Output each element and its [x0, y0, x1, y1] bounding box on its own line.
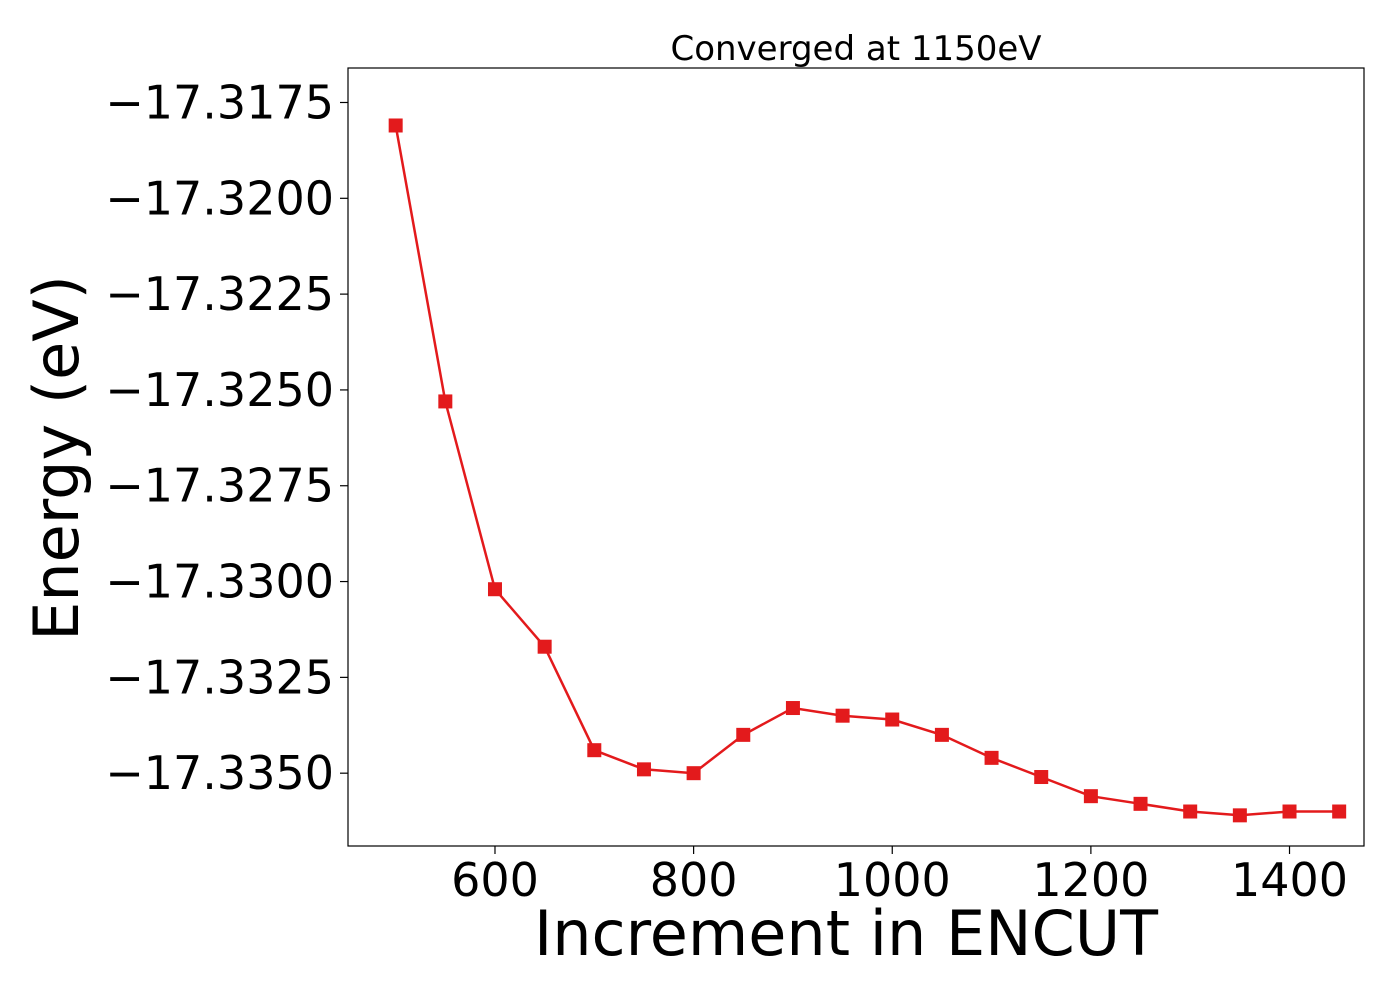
data-point [1232, 808, 1247, 823]
x-axis: 600 800 1000 1200 1400 [451, 846, 1348, 907]
data-point [487, 582, 502, 597]
data-point [934, 727, 949, 742]
plot-area [347, 67, 1365, 847]
data-point [984, 750, 999, 765]
data-point [885, 712, 900, 727]
data-series [388, 118, 1347, 823]
data-point [1183, 804, 1198, 819]
data-point [835, 708, 850, 723]
y-tick-label: −17.3175 [105, 75, 334, 129]
chart-title: Converged at 1150eV [670, 29, 1041, 69]
y-tick-label: −17.3200 [105, 171, 334, 225]
y-tick-label: −17.3250 [105, 363, 334, 417]
data-point [388, 118, 403, 133]
series-line [394, 125, 1340, 817]
data-point [785, 701, 800, 716]
data-point [686, 766, 701, 781]
y-tick-label: −17.3300 [105, 555, 334, 609]
data-point [1332, 804, 1347, 819]
y-tick-label: −17.3275 [105, 459, 334, 513]
data-point [1282, 804, 1297, 819]
x-axis-title: Increment in ENCUT [534, 897, 1159, 970]
data-point [587, 743, 602, 758]
y-tick-label: −17.3325 [105, 650, 334, 704]
x-tick-label: 600 [451, 853, 539, 907]
x-tick-label: 1400 [1231, 853, 1348, 907]
x-tick-label: 800 [650, 853, 738, 907]
data-point [1034, 770, 1049, 785]
data-point [636, 762, 651, 777]
y-axis: −17.3175 −17.3200 −17.3225 −17.3250 −17.3275… [105, 75, 348, 800]
plot-frame [347, 67, 1365, 847]
x-tick-label: 1000 [834, 853, 951, 907]
y-tick-label: −17.3350 [105, 746, 334, 800]
x-tick-label: 1200 [1032, 853, 1149, 907]
data-point [438, 394, 453, 409]
data-point [1083, 789, 1098, 804]
data-point [736, 727, 751, 742]
y-tick-label: −17.3225 [105, 267, 334, 321]
y-axis-title: Energy (eV) [20, 275, 93, 641]
data-point [537, 639, 552, 654]
data-point [1133, 796, 1148, 811]
